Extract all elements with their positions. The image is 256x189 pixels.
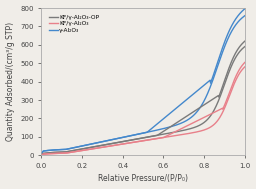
γ-Al₂O₃: [238, 19, 241, 21]
KF/γ-Al₂O₃-OP: [238, 50, 241, 52]
KF/γ-Al₂O₃: [161, 137, 164, 139]
γ-Al₂O₃: [138, 133, 141, 135]
γ-Al₂O₃: [207, 91, 210, 93]
KF/γ-Al₂O₃: [207, 127, 210, 129]
Line: KF/γ-Al₂O₃-OP: KF/γ-Al₂O₃-OP: [41, 47, 245, 155]
Legend: KF/γ-Al₂O₃-OP, KF/γ-Al₂O₃, γ-Al₂O₃: KF/γ-Al₂O₃-OP, KF/γ-Al₂O₃, γ-Al₂O₃: [48, 14, 100, 33]
KF/γ-Al₂O₃: [243, 66, 246, 68]
KF/γ-Al₂O₃: [150, 138, 153, 141]
KF/γ-Al₂O₃: [138, 140, 141, 143]
X-axis label: Relative Pressure/(P/P₀): Relative Pressure/(P/P₀): [98, 174, 188, 184]
Y-axis label: Quantity Adsorbed/(cm³/g STP): Quantity Adsorbed/(cm³/g STP): [6, 22, 15, 141]
γ-Al₂O₃: [243, 15, 246, 17]
KF/γ-Al₂O₃-OP: [207, 118, 210, 120]
γ-Al₂O₃: [150, 130, 153, 132]
γ-Al₂O₃: [136, 133, 140, 135]
KF/γ-Al₂O₃-OP: [150, 135, 153, 138]
γ-Al₂O₃: [40, 154, 43, 156]
KF/γ-Al₂O₃-OP: [138, 138, 141, 140]
KF/γ-Al₂O₃: [238, 72, 241, 74]
γ-Al₂O₃: [161, 128, 164, 130]
KF/γ-Al₂O₃-OP: [161, 133, 164, 136]
Line: γ-Al₂O₃: γ-Al₂O₃: [41, 16, 245, 155]
KF/γ-Al₂O₃: [136, 140, 140, 143]
Line: KF/γ-Al₂O₃: KF/γ-Al₂O₃: [41, 67, 245, 155]
KF/γ-Al₂O₃: [40, 154, 43, 156]
KF/γ-Al₂O₃-OP: [243, 46, 246, 48]
KF/γ-Al₂O₃-OP: [40, 154, 43, 156]
KF/γ-Al₂O₃-OP: [136, 138, 140, 140]
